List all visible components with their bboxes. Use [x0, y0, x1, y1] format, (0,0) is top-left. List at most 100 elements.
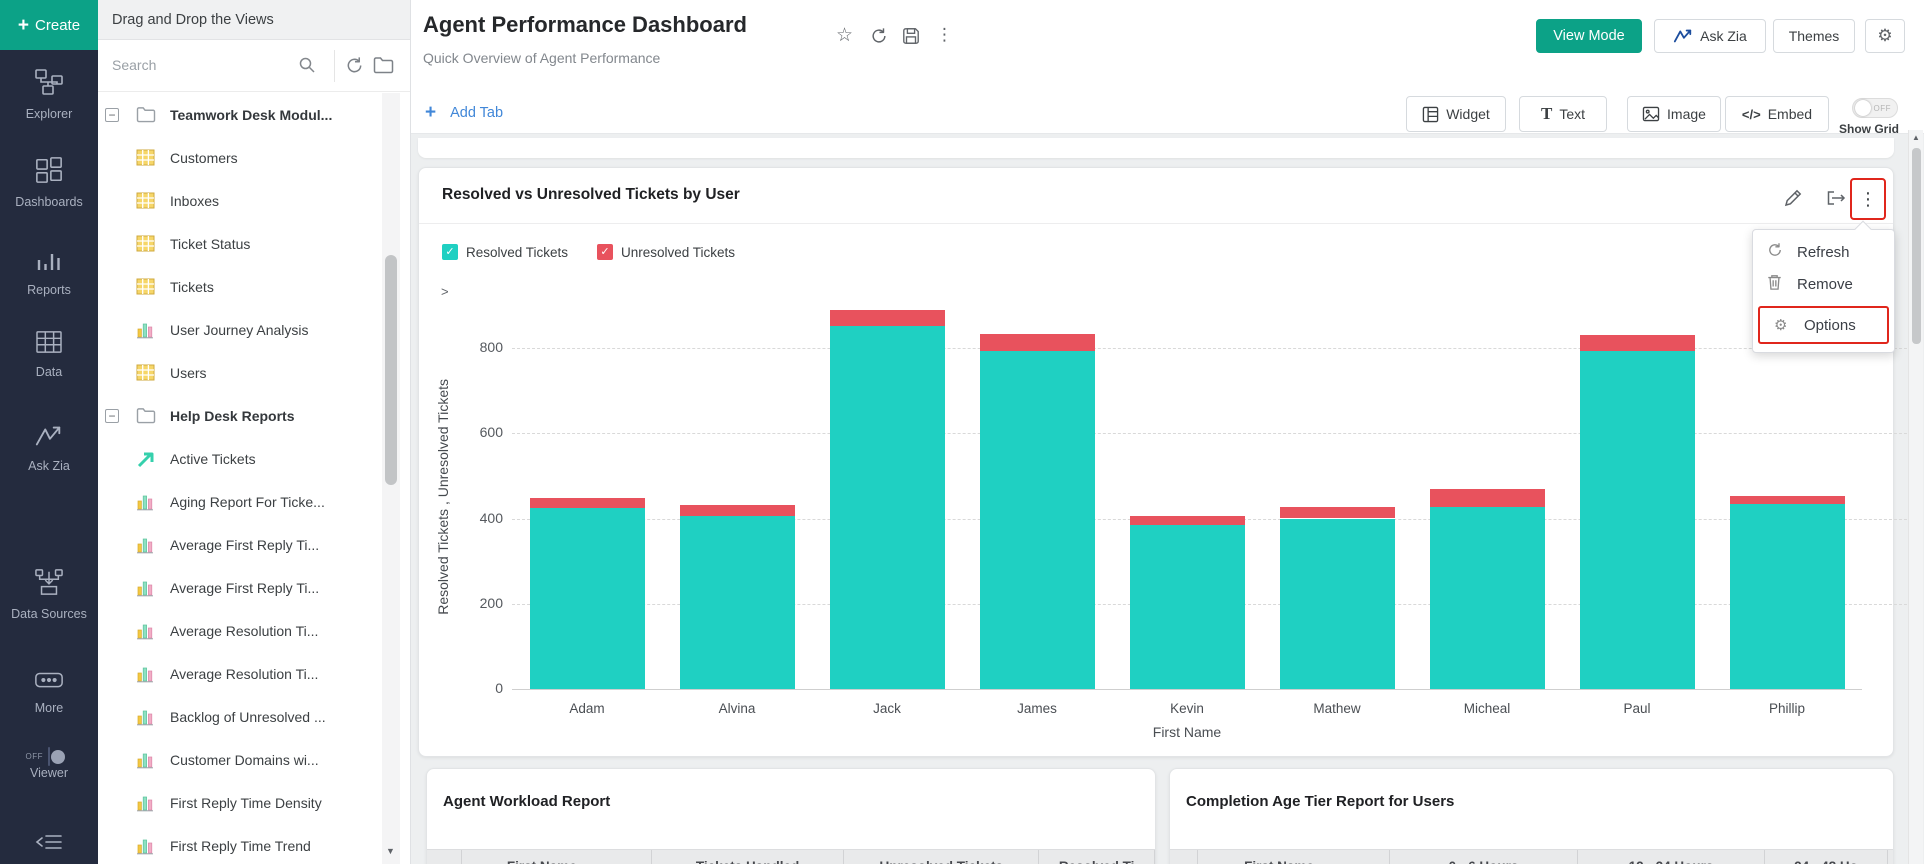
bar-unresolved-Phillip[interactable] [1729, 495, 1845, 504]
legend-checkbox-resolved[interactable]: ✓ [442, 244, 458, 260]
tree-view-row[interactable]: Aging Report For Ticke... [98, 480, 388, 523]
tree-view-row[interactable]: Average Resolution Ti... [98, 609, 388, 652]
sidebar-item-more[interactable]: More [0, 670, 98, 716]
dashboard-more-icon[interactable]: ⋮ [936, 25, 953, 44]
bar-resolved-Mathew[interactable] [1279, 518, 1395, 689]
bar-resolved-Phillip[interactable] [1729, 504, 1845, 689]
tree-panel-title: Drag and Drop the Views [98, 0, 410, 40]
bar-resolved-Kevin[interactable] [1129, 525, 1245, 689]
favorite-star-icon[interactable]: ☆ [836, 25, 854, 46]
widget-more-menu-button[interactable]: ⋮ [1850, 178, 1886, 220]
tree-view-row[interactable]: Average First Reply Ti... [98, 523, 388, 566]
create-button[interactable]: + Create [0, 0, 98, 50]
settings-gear-button[interactable]: ⚙ [1865, 19, 1905, 53]
sidebar-item-viewer[interactable]: OFF Viewer [0, 747, 98, 781]
refresh-dashboard-icon[interactable] [870, 27, 888, 45]
search-icon[interactable] [298, 56, 316, 74]
column-header-24-48-ho[interactable]: 24 - 48 Ho [1765, 850, 1888, 864]
collapse-expander-icon[interactable]: − [105, 107, 119, 122]
bar-resolved-Adam[interactable] [529, 507, 645, 689]
bar-unresolved-Alvina[interactable] [679, 504, 795, 516]
column-header-resolved-ti[interactable]: Resolved Ti [1039, 850, 1155, 864]
column-header-unresolved-tickets[interactable]: Unresolved Tickets [844, 850, 1040, 864]
tree-folder-row[interactable]: − Help Desk Reports [98, 394, 388, 437]
image-button[interactable]: Image [1627, 96, 1721, 132]
bar-unresolved-Mathew[interactable] [1279, 506, 1395, 519]
bar-unresolved-Kevin[interactable] [1129, 516, 1245, 526]
column-header-label: Unresolved Tickets [880, 859, 1004, 864]
views-search-row[interactable]: Search [98, 40, 410, 92]
text-button[interactable]: T Text [1519, 96, 1607, 132]
bar-resolved-Paul[interactable] [1579, 350, 1695, 689]
bar-unresolved-Micheal[interactable] [1429, 489, 1545, 507]
tree-view-row[interactable]: Customers [98, 136, 388, 179]
tree-view-row[interactable]: Customer Domains wi... [98, 738, 388, 781]
folder-views-icon[interactable] [373, 56, 394, 74]
sidebar-item-explorer[interactable]: Explorer [0, 68, 98, 122]
ask-zia-button[interactable]: Ask Zia [1654, 19, 1766, 53]
tree-view-row[interactable]: Average Resolution Ti... [98, 652, 388, 695]
collapse-sidebar-button[interactable] [0, 832, 98, 857]
show-grid-toggle[interactable]: OFF [1852, 98, 1898, 118]
column-header-0-6-hours[interactable]: 0 - 6 Hours [1390, 850, 1578, 864]
legend-item-resolved[interactable]: ✓ Resolved Tickets [442, 244, 568, 260]
bar-unresolved-James[interactable] [979, 333, 1095, 351]
edit-pencil-icon[interactable] [1783, 188, 1803, 208]
bar-resolved-Jack[interactable] [829, 325, 945, 689]
tree-scroll-down-icon[interactable]: ▼ [386, 846, 395, 856]
bar-unresolved-Adam[interactable] [529, 497, 645, 508]
scroll-up-icon[interactable]: ▲ [1912, 133, 1920, 142]
column-header-tickets-handled[interactable]: Tickets Handled [652, 850, 845, 864]
bar-resolved-Micheal[interactable] [1429, 506, 1545, 689]
tree-view-row[interactable]: First Reply Time Density [98, 781, 388, 824]
legend-item-unresolved[interactable]: ✓ Unresolved Tickets [597, 244, 735, 260]
sidebar-item-data[interactable]: Data [0, 330, 98, 380]
bar-unresolved-Jack[interactable] [829, 310, 945, 326]
tree-folder-row[interactable]: − Teamwork Desk Modul... [98, 93, 388, 136]
tree-view-row[interactable]: Backlog of Unresolved ... [98, 695, 388, 738]
export-icon[interactable] [1825, 188, 1847, 208]
sidebar-item-reports[interactable]: Reports [0, 246, 98, 298]
table-header-row: First Name ↓ Tickets Handled Unresolved Tic… [427, 849, 1155, 864]
table-icon [136, 364, 156, 382]
tree-view-row[interactable]: Ticket Status [98, 222, 388, 265]
axis-expander-icon[interactable]: > [441, 284, 449, 299]
collapse-expander-icon[interactable]: − [105, 408, 119, 423]
tree-view-row[interactable]: User Journey Analysis [98, 308, 388, 351]
add-tab-button[interactable]: + Add Tab [425, 102, 503, 124]
sidebar-item-dashboards[interactable]: Dashboards [0, 156, 98, 210]
bar-resolved-Alvina[interactable] [679, 515, 795, 689]
column-header-first-name[interactable]: First Name ↓ [462, 850, 652, 864]
menu-item-remove[interactable]: Remove [1753, 268, 1894, 300]
embed-button[interactable]: </> Embed [1725, 96, 1829, 132]
save-icon[interactable] [902, 27, 920, 45]
tree-view-row[interactable]: Tickets [98, 265, 388, 308]
bar-resolved-James[interactable] [979, 350, 1095, 689]
search-input[interactable]: Search [112, 57, 157, 73]
viewer-toggle[interactable]: OFF [26, 747, 65, 766]
column-header-12-24-hours[interactable]: 12 - 24 Hours [1578, 850, 1765, 864]
sidebar-item-data-sources[interactable]: Data Sources [0, 568, 98, 622]
x-tick-label: James [1017, 701, 1057, 716]
tree-view-row[interactable]: Inboxes [98, 179, 388, 222]
tree-scrollbar-thumb[interactable] [385, 255, 397, 485]
view-mode-button[interactable]: View Mode [1536, 19, 1642, 53]
bar-chart-icon [136, 837, 156, 855]
main-area: Agent Performance Dashboard ☆ ⋮ Quick Ov… [410, 0, 1924, 864]
tree-view-row[interactable]: Active Tickets [98, 437, 388, 480]
bar-unresolved-Paul[interactable] [1579, 335, 1695, 351]
widget-button[interactable]: Widget [1406, 96, 1506, 132]
main-scrollbar-thumb[interactable] [1912, 148, 1921, 344]
menu-item-options[interactable]: ⚙ Options [1758, 306, 1889, 344]
menu-item-label: Remove [1797, 275, 1853, 293]
refresh-views-icon[interactable] [345, 56, 364, 75]
sidebar-item-ask-zia[interactable]: Ask Zia [0, 424, 98, 474]
tree-view-row[interactable]: Average First Reply Ti... [98, 566, 388, 609]
main-scrollbar-track[interactable]: ▲ [1908, 130, 1923, 864]
column-header-first-name[interactable]: First Name ↓ [1198, 850, 1390, 864]
legend-checkbox-unresolved[interactable]: ✓ [597, 244, 613, 260]
themes-button[interactable]: Themes [1773, 19, 1855, 53]
menu-item-refresh[interactable]: Refresh [1753, 236, 1894, 268]
tree-view-row[interactable]: First Reply Time Trend [98, 824, 388, 864]
tree-view-row[interactable]: Users [98, 351, 388, 394]
